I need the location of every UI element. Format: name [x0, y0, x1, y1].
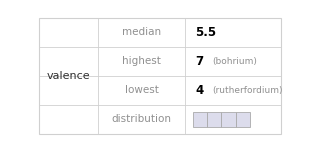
- Text: valence: valence: [47, 71, 90, 81]
- Text: distribution: distribution: [112, 114, 172, 124]
- Text: 4: 4: [195, 84, 203, 97]
- Text: highest: highest: [122, 56, 161, 66]
- Text: (bohrium): (bohrium): [212, 57, 257, 66]
- Bar: [236, 112, 250, 127]
- Text: (rutherfordium): (rutherfordium): [212, 86, 282, 95]
- Text: median: median: [122, 27, 161, 38]
- Bar: [193, 112, 207, 127]
- Text: 7: 7: [195, 55, 203, 68]
- Bar: [221, 112, 236, 127]
- Text: 5.5: 5.5: [195, 26, 216, 39]
- Bar: [207, 112, 221, 127]
- Text: lowest: lowest: [125, 85, 159, 95]
